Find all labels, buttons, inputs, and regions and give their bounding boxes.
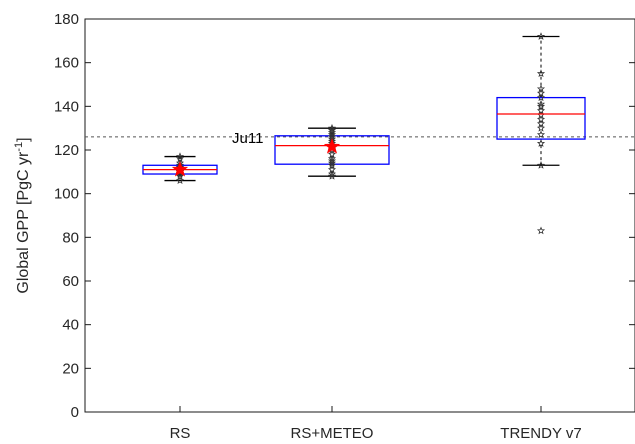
x-tick-label: RS xyxy=(170,425,191,442)
data-point xyxy=(536,102,546,110)
y-axis-ticks: 0 20 40 60 80 100 120 140 160 180 xyxy=(54,11,635,421)
data-point xyxy=(536,130,546,139)
y-tick-label: 20 xyxy=(62,360,79,377)
y-tick-label: 100 xyxy=(54,186,79,203)
data-point xyxy=(536,119,546,128)
data-point xyxy=(327,130,337,139)
data-point xyxy=(536,139,546,147)
mean-marker xyxy=(171,160,189,177)
data-point xyxy=(175,154,185,163)
mean-marker xyxy=(323,137,341,154)
data-point xyxy=(536,106,546,115)
x-tick-label: RS+METEO xyxy=(291,425,374,442)
data-point xyxy=(536,160,546,169)
data-point xyxy=(175,152,185,161)
data-point xyxy=(536,99,546,108)
box-iqr xyxy=(496,96,586,140)
reference-line-label: Ju11 xyxy=(232,130,263,147)
x-tick-label: TRENDY v7 xyxy=(500,425,581,442)
y-tick-label: 160 xyxy=(54,55,79,72)
y-tick-label: 60 xyxy=(62,273,79,290)
y-tick-label: 140 xyxy=(54,98,79,115)
data-point xyxy=(327,150,337,158)
data-point xyxy=(327,165,337,174)
data-point xyxy=(327,123,337,132)
y-tick-label: 40 xyxy=(62,317,79,334)
box-rs-meteo xyxy=(274,123,390,180)
data-point xyxy=(536,226,546,235)
box-trendy-v7 xyxy=(496,32,586,235)
data-point xyxy=(536,32,546,40)
data-point xyxy=(327,156,337,165)
data-point xyxy=(536,84,546,93)
y-tick-label: 120 xyxy=(54,142,79,159)
boxes xyxy=(142,32,586,235)
data-point xyxy=(175,176,185,185)
box-rs xyxy=(142,152,218,185)
y-tick-label: 0 xyxy=(71,404,79,421)
data-point xyxy=(327,169,337,178)
y-axis-label-superscript: -1 xyxy=(13,142,25,152)
data-point xyxy=(175,171,185,180)
y-axis-label-suffix: ] xyxy=(15,137,32,141)
plot-area xyxy=(84,18,635,413)
data-point xyxy=(327,158,337,167)
data-point xyxy=(536,93,546,102)
data-point xyxy=(327,171,337,180)
data-point xyxy=(536,69,546,78)
x-axis-ticks: RS RS+METEO TRENDY v7 xyxy=(170,406,582,442)
y-tick-label: 80 xyxy=(62,229,79,246)
data-point xyxy=(327,126,337,134)
data-point xyxy=(536,123,546,132)
y-tick-label: 180 xyxy=(54,11,79,28)
y-axis-label: Global GPP [PgC yr-1] xyxy=(13,137,32,293)
